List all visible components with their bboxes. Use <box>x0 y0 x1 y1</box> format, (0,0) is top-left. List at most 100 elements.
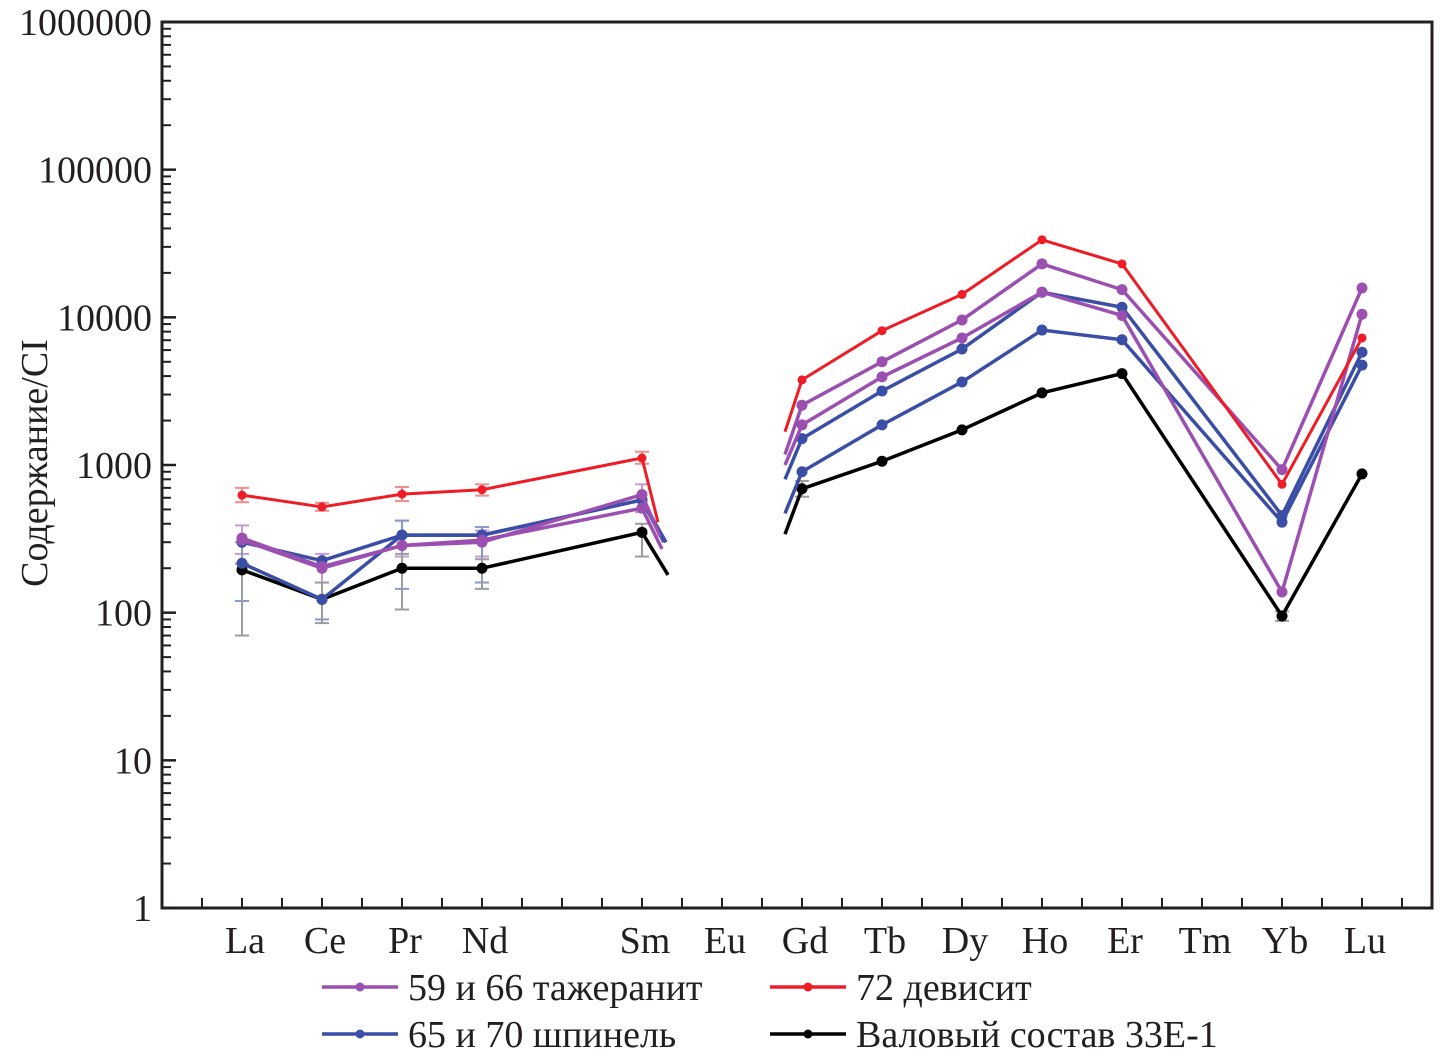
y-tick-label: 1000 <box>76 445 152 487</box>
data-point-tb <box>876 385 888 397</box>
x-tick-label-ce: Ce <box>304 920 346 962</box>
series-72-девисит <box>237 235 1367 523</box>
data-point-gd <box>796 466 808 478</box>
data-point-dy <box>956 332 968 344</box>
data-point-yb <box>1276 610 1288 622</box>
series-line-hree <box>783 328 1364 524</box>
data-point-ho <box>1037 235 1047 245</box>
data-point-dy <box>957 289 967 299</box>
data-point-er <box>1116 301 1128 313</box>
data-point-pr <box>396 540 408 552</box>
legend-item: Валовый состав 33E-1 <box>770 1014 1218 1056</box>
data-point-la <box>236 532 248 544</box>
series-line-hree <box>783 290 1364 518</box>
data-point-tb <box>876 419 888 431</box>
legend-label: 65 и 70 шпинель <box>408 1014 676 1056</box>
x-tick-label-pr: Pr <box>388 920 422 962</box>
data-point-yb <box>1276 510 1288 522</box>
data-point-gd <box>796 399 808 411</box>
data-point-pr <box>396 562 408 574</box>
data-point-sm <box>637 453 647 463</box>
legend-label: 72 девисит <box>856 967 1032 1009</box>
x-tick-label-la: La <box>225 920 265 962</box>
data-point-la <box>236 557 248 569</box>
data-point-tb <box>876 356 888 368</box>
x-tick-label-tm: Tm <box>1179 920 1232 962</box>
legend-item: 65 и 70 шпинель <box>322 1014 676 1056</box>
series-line-hree <box>783 371 1364 618</box>
x-tick-label-tb: Tb <box>864 920 906 962</box>
data-point-lu <box>1356 468 1368 480</box>
series-line-lree <box>241 498 666 563</box>
data-point-er <box>1116 368 1128 380</box>
data-point-tb <box>876 371 888 383</box>
series-59-тажеранит <box>236 258 1368 573</box>
data-point-pr <box>396 529 408 541</box>
series-line-lree <box>241 456 660 523</box>
y-axis: 1 10 100 1000 10000 100000 1000000 <box>19 2 176 930</box>
data-point-sm <box>636 526 648 538</box>
legend-label: Валовый состав 33E-1 <box>856 1014 1218 1056</box>
series-line-hree <box>783 238 1364 486</box>
data-point-er <box>1116 334 1128 346</box>
data-point-pr <box>397 489 407 499</box>
legend-marker-icon <box>803 1029 813 1039</box>
x-tick-label-sm: Sm <box>620 920 671 962</box>
data-point-nd <box>477 485 487 495</box>
data-point-nd <box>476 536 488 548</box>
data-point-lu <box>1356 346 1368 358</box>
data-point-dy <box>956 424 968 436</box>
x-tick-label-ho: Ho <box>1022 920 1068 962</box>
data-point-ce <box>317 502 327 512</box>
data-point-yb <box>1276 464 1288 476</box>
data-point-sm <box>636 489 648 501</box>
data-point-ho <box>1036 258 1048 270</box>
data-point-ho <box>1036 324 1048 336</box>
data-point-er <box>1116 284 1128 296</box>
y-tick-label: 1000000 <box>19 2 152 44</box>
data-point-gd <box>796 483 808 495</box>
y-tick-label: 10 <box>114 740 152 782</box>
x-tick-label-yb: Yb <box>1262 920 1308 962</box>
data-point-sm <box>636 502 648 514</box>
series-lines <box>236 235 1368 622</box>
data-point-gd <box>796 419 808 431</box>
series-line-hree <box>783 262 1364 472</box>
data-point-yb <box>1276 586 1288 598</box>
x-tick-label-eu: Eu <box>704 920 746 962</box>
data-point-lu <box>1357 333 1367 343</box>
data-point-lu <box>1356 359 1368 371</box>
data-point-lu <box>1356 282 1368 294</box>
y-axis-title: Содержание/CI <box>14 339 56 587</box>
legend-marker-icon <box>803 982 813 992</box>
y-tick-label: 100000 <box>38 150 152 192</box>
data-point-ce <box>316 593 328 605</box>
data-point-nd <box>476 562 488 574</box>
legend-marker-icon <box>355 1029 365 1039</box>
legend: 59 и 66 тажеранит 72 девисит 65 и 70 шпине… <box>322 967 1218 1056</box>
data-point-lu <box>1356 308 1368 320</box>
x-tick-label-gd: Gd <box>782 920 828 962</box>
data-point-la <box>237 490 247 500</box>
legend-item: 59 и 66 тажеранит <box>322 967 703 1009</box>
data-point-dy <box>956 314 968 326</box>
data-point-tb <box>877 326 887 336</box>
data-point-er <box>1117 259 1127 269</box>
data-point-gd <box>797 375 807 385</box>
legend-item: 72 девисит <box>770 967 1032 1009</box>
x-tick-label-er: Er <box>1107 920 1143 962</box>
x-tick-label-nd: Nd <box>462 920 508 962</box>
y-tick-label: 100 <box>95 593 152 635</box>
x-axis: La Ce Pr Nd Sm Eu Gd Tb Dy Ho Er Tm Yb Lu <box>201 898 1403 962</box>
data-point-tb <box>876 455 888 467</box>
y-tick-label: 10000 <box>57 297 152 339</box>
x-tick-label-lu: Lu <box>1344 920 1386 962</box>
data-point-er <box>1116 309 1128 321</box>
data-point-ce <box>316 561 328 573</box>
legend-marker-icon <box>355 982 365 992</box>
x-tick-label-dy: Dy <box>942 920 988 962</box>
data-point-dy <box>956 376 968 388</box>
data-point-yb <box>1277 479 1287 489</box>
data-point-dy <box>956 343 968 355</box>
